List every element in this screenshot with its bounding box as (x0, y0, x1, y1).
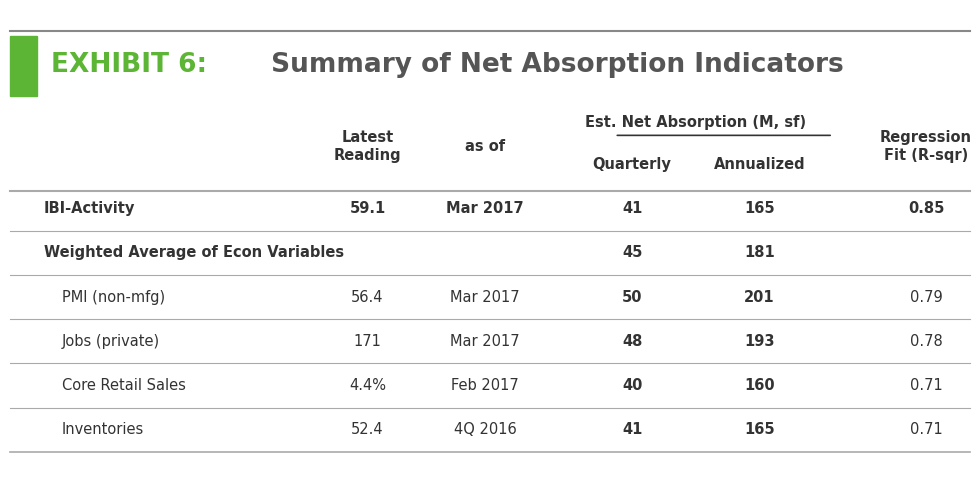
Text: Inventories: Inventories (62, 422, 144, 437)
Text: Jobs (private): Jobs (private) (62, 334, 160, 349)
Text: 171: 171 (354, 334, 381, 349)
Text: Regression
Fit (R-sqr): Regression Fit (R-sqr) (880, 130, 972, 163)
Text: 4.4%: 4.4% (349, 378, 386, 393)
Text: 41: 41 (622, 422, 642, 437)
Text: Mar 2017: Mar 2017 (450, 289, 520, 305)
Text: 160: 160 (744, 378, 775, 393)
Text: 52.4: 52.4 (351, 422, 384, 437)
Text: 59.1: 59.1 (350, 201, 385, 216)
Text: 56.4: 56.4 (351, 289, 384, 305)
Text: 45: 45 (622, 245, 642, 261)
Text: 40: 40 (622, 378, 642, 393)
Text: Quarterly: Quarterly (593, 156, 671, 172)
Text: 4Q 2016: 4Q 2016 (454, 422, 516, 437)
Text: 165: 165 (744, 201, 775, 216)
Text: 0.78: 0.78 (909, 334, 943, 349)
Text: IBI-Activity: IBI-Activity (44, 201, 135, 216)
Text: 165: 165 (744, 422, 775, 437)
Text: Summary of Net Absorption Indicators: Summary of Net Absorption Indicators (262, 52, 844, 78)
Text: Annualized: Annualized (713, 156, 806, 172)
Text: Feb 2017: Feb 2017 (451, 378, 519, 393)
Bar (10, 36, 37, 96)
Text: PMI (non-mfg): PMI (non-mfg) (62, 289, 165, 305)
Text: EXHIBIT 6:: EXHIBIT 6: (51, 52, 207, 78)
Text: Mar 2017: Mar 2017 (450, 334, 520, 349)
Text: Est. Net Absorption (M, sf): Est. Net Absorption (M, sf) (585, 115, 807, 130)
Text: Core Retail Sales: Core Retail Sales (62, 378, 185, 393)
Text: 0.71: 0.71 (909, 422, 943, 437)
Text: 193: 193 (744, 334, 775, 349)
Text: 201: 201 (744, 289, 775, 305)
Text: as of: as of (466, 139, 505, 154)
Text: Latest
Reading: Latest Reading (333, 130, 402, 163)
Text: 0.71: 0.71 (909, 378, 943, 393)
Text: 50: 50 (622, 289, 642, 305)
Text: Weighted Average of Econ Variables: Weighted Average of Econ Variables (44, 245, 344, 261)
Text: 48: 48 (622, 334, 642, 349)
Text: 0.85: 0.85 (907, 201, 945, 216)
Text: 181: 181 (744, 245, 775, 261)
Text: 41: 41 (622, 201, 642, 216)
Text: 0.79: 0.79 (909, 289, 943, 305)
Text: Mar 2017: Mar 2017 (446, 201, 524, 216)
